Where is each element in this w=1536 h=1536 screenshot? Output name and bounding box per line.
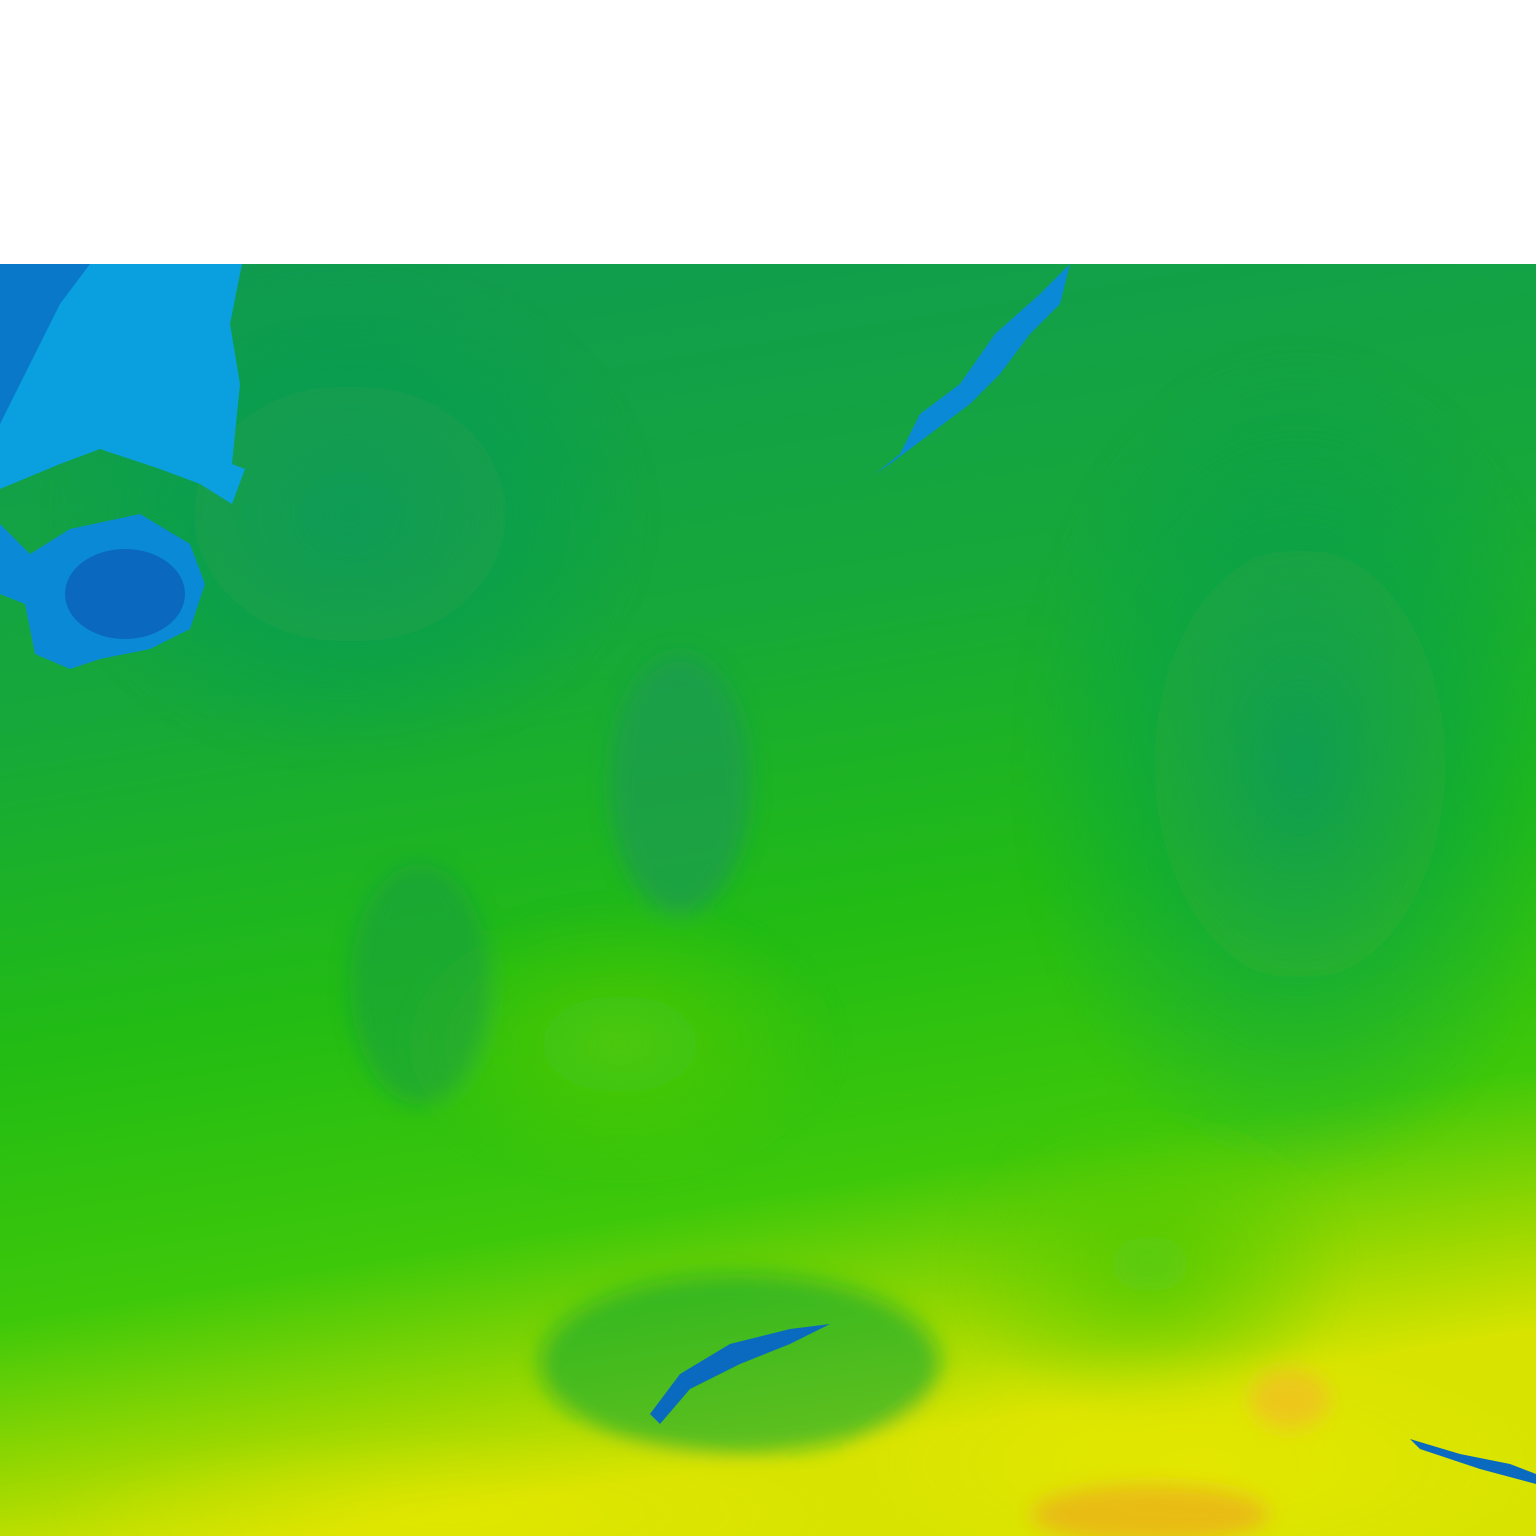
temperature-map[interactable] xyxy=(0,264,1536,1536)
cold-core-greenland xyxy=(0,264,90,424)
cold-region-scandinavia xyxy=(875,264,1070,474)
cold-region-caucasus xyxy=(1410,1439,1536,1484)
cold-region-greenland xyxy=(0,264,245,504)
cold-core-iceland xyxy=(65,549,185,639)
blank-header-area xyxy=(0,0,1536,264)
cold-region-alps xyxy=(650,1324,830,1424)
